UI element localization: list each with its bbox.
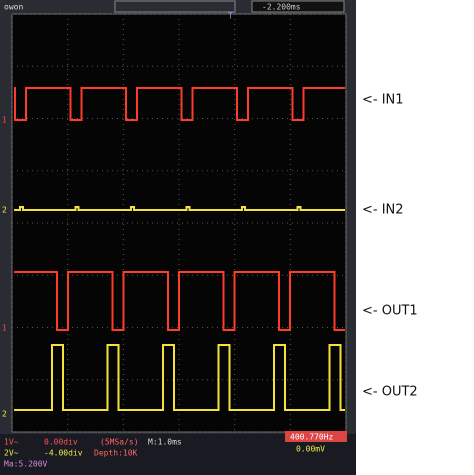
trigger-marker: T (228, 12, 233, 21)
math: Ma:5.200V (4, 460, 48, 469)
depth: Depth:10K (94, 449, 138, 458)
brand: owon (4, 3, 23, 12)
channel-marker: 2 (2, 410, 7, 419)
ch2-offset: -4.00div (44, 449, 83, 458)
waveform (14, 271, 345, 331)
channel-label: <- IN2 (362, 203, 404, 218)
trigger-level: 0.00mV (296, 445, 325, 454)
offset-box (251, 0, 345, 13)
memory-bar (114, 0, 236, 13)
waveform (14, 87, 345, 121)
ch2-name: 2V~ (4, 449, 19, 458)
channel-marker: 1 (2, 324, 7, 333)
channel-marker: 1 (2, 116, 7, 125)
timebase: M:1.0ms (148, 438, 182, 447)
sample-rate: (5MSa/s) (100, 438, 139, 447)
channel-label: <- IN1 (362, 93, 404, 108)
waveform (14, 206, 345, 211)
freq-box (285, 431, 347, 442)
frequency: 400.770Hz (290, 433, 334, 442)
channel-label: <- OUT2 (362, 385, 418, 400)
ch1-offset: 0.00div (44, 438, 78, 447)
time-offset: -2.200ms (262, 3, 301, 12)
waveform (14, 344, 345, 411)
channel-label: <- OUT1 (362, 304, 418, 319)
waveforms (14, 87, 345, 411)
ch1-name: 1V~ (4, 438, 19, 447)
channel-marker: 2 (2, 206, 7, 215)
